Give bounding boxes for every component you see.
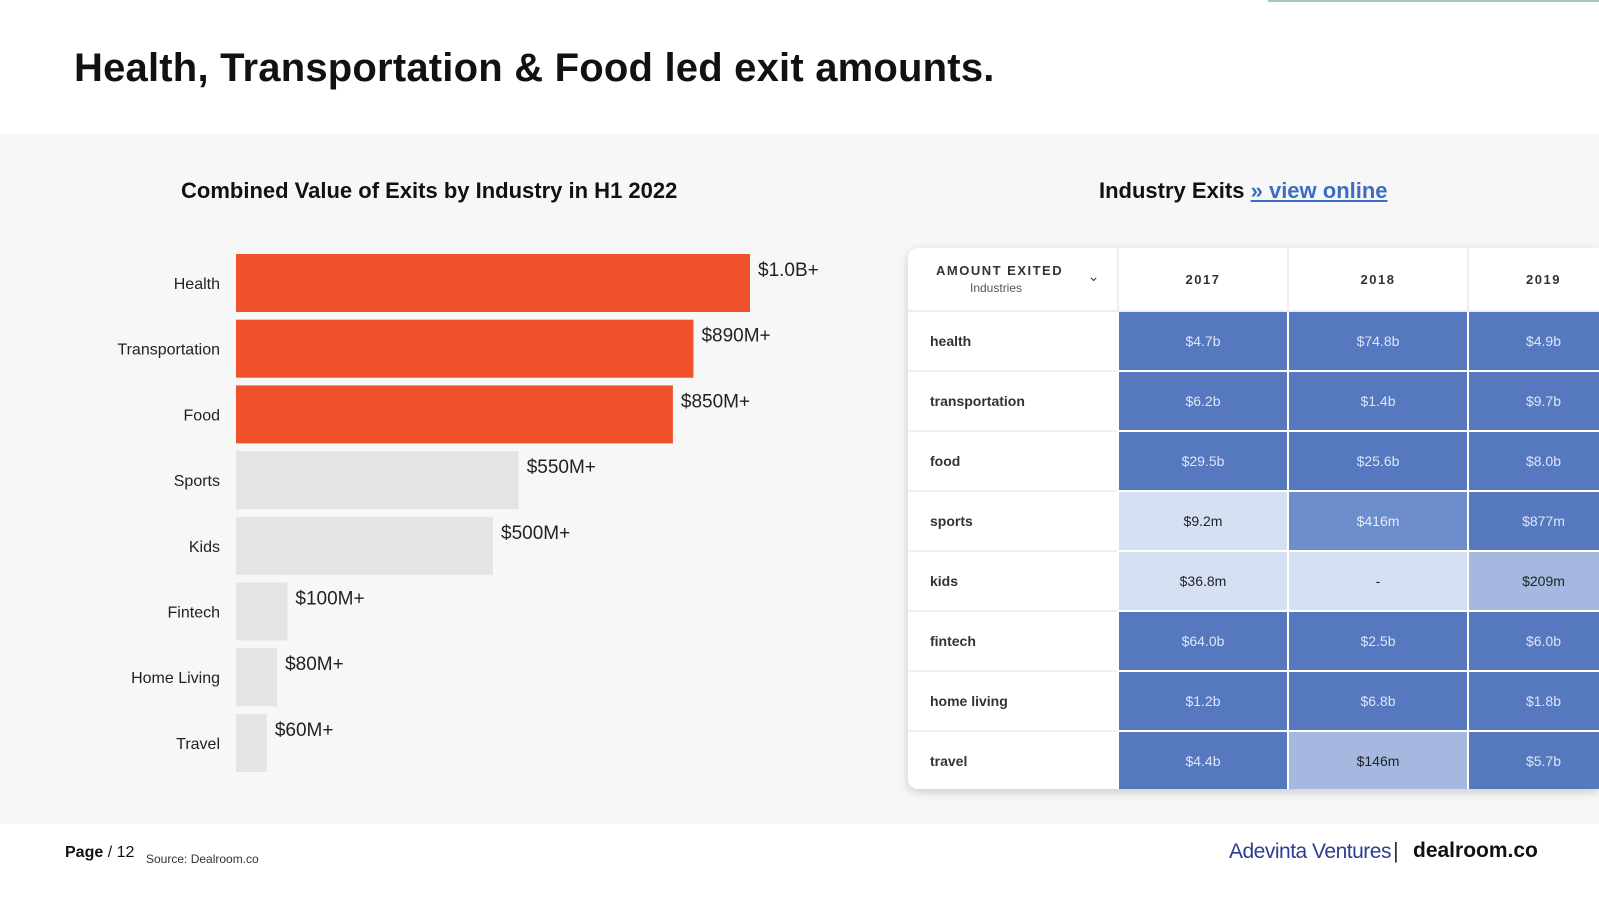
value-label: $1.0B+: [758, 260, 819, 281]
column-header[interactable]: 2019: [1467, 248, 1599, 312]
table-cell: $209m: [1467, 550, 1599, 611]
row-industry-name: food: [908, 430, 1118, 491]
table-row: home living $1.2b $6.8b $1.8b: [908, 670, 1599, 731]
table-row: travel $4.4b $146m $5.7b: [908, 730, 1599, 789]
dealroom-logo: dealroom.co: [1413, 839, 1538, 862]
table-cell: $1.8b: [1467, 670, 1599, 731]
table-cell: $25.6b: [1287, 430, 1468, 491]
table-cell: $4.9b: [1467, 310, 1599, 371]
value-label: $850M+: [681, 391, 750, 412]
industry-exits-table-card: AMOUNT EXITED Industries ⌄ 2017 2018 201…: [908, 248, 1599, 789]
page-number: / 12: [107, 844, 135, 861]
adevinta-ventures-logo: Adevinta Ventures: [1229, 840, 1391, 863]
bar-chart: Health $1.0B+ Transportation $890M+ Food $850…: [117, 254, 819, 772]
value-label: $550M+: [527, 457, 596, 478]
table-row: food $29.5b $25.6b $8.0b: [908, 430, 1599, 491]
page-title: Health, Transportation & Food led exit a…: [74, 46, 995, 90]
logo-separator: |: [1393, 838, 1399, 863]
table-cell: $9.2m: [1117, 490, 1288, 551]
bar: [236, 582, 288, 641]
category-label: Transportation: [117, 342, 220, 359]
category-label: Health: [174, 276, 220, 293]
table-cell: $36.8m: [1117, 550, 1288, 611]
value-label: $890M+: [701, 326, 770, 347]
table-cell: $1.2b: [1117, 670, 1288, 731]
table-cell: $5.7b: [1467, 730, 1599, 789]
source-note: Source: Dealroom.co: [146, 852, 259, 866]
table-cell: $6.0b: [1467, 610, 1599, 671]
row-industry-name: fintech: [908, 610, 1118, 671]
value-label: $500M+: [501, 523, 570, 544]
row-industry-name: transportation: [908, 370, 1118, 431]
bar: [236, 713, 267, 772]
table-cell: $74.8b: [1287, 310, 1468, 371]
column-header[interactable]: 2017: [1117, 248, 1288, 312]
table-cell: $877m: [1467, 490, 1599, 551]
top-accent-line: [1268, 0, 1599, 2]
table-cell: $64.0b: [1117, 610, 1288, 671]
header-sub-label: Industries: [970, 281, 1023, 295]
value-label: $60M+: [275, 720, 334, 741]
view-online-link[interactable]: » view online: [1250, 178, 1388, 203]
table-cell: $4.4b: [1117, 730, 1288, 789]
row-industry-name: health: [908, 310, 1118, 371]
bar: [236, 319, 694, 378]
table-title-text: Industry Exits: [1099, 178, 1245, 203]
table-cell: $416m: [1287, 490, 1468, 551]
row-industry-name: kids: [908, 550, 1118, 611]
table-cell: $9.7b: [1467, 370, 1599, 431]
chart-title: Combined Value of Exits by Industry in H…: [181, 178, 678, 203]
sort-header-amount-exited[interactable]: AMOUNT EXITED Industries ⌄: [908, 248, 1118, 312]
category-label: Food: [184, 407, 220, 424]
table-header-row: AMOUNT EXITED Industries ⌄ 2017 2018 201…: [908, 248, 1599, 312]
table-cell: -: [1287, 550, 1468, 611]
column-header[interactable]: 2018: [1287, 248, 1468, 312]
category-label: Travel: [176, 736, 220, 753]
value-label: $100M+: [295, 589, 364, 610]
category-label: Kids: [189, 539, 220, 556]
bar: [236, 254, 750, 312]
row-industry-name: sports: [908, 490, 1118, 551]
row-industry-name: home living: [908, 670, 1118, 731]
table-cell: $6.2b: [1117, 370, 1288, 431]
chevron-down-icon[interactable]: ⌄: [1087, 268, 1101, 284]
table-row: health $4.7b $74.8b $4.9b: [908, 310, 1599, 371]
table-row: kids $36.8m - $209m: [908, 550, 1599, 611]
bar: [236, 385, 673, 444]
table-row: fintech $64.0b $2.5b $6.0b: [908, 610, 1599, 671]
row-industry-name: travel: [908, 730, 1118, 789]
bar: [236, 648, 278, 707]
table-cell: $6.8b: [1287, 670, 1468, 731]
table-cell: $8.0b: [1467, 430, 1599, 491]
page-indicator: Page / 12: [65, 844, 134, 862]
industry-exits-table: AMOUNT EXITED Industries ⌄ 2017 2018 201…: [908, 248, 1599, 789]
table-row: sports $9.2m $416m $877m: [908, 490, 1599, 551]
table-body: health $4.7b $74.8b $4.9b transportation $6.2…: [908, 310, 1599, 789]
table-cell: $2.5b: [1287, 610, 1468, 671]
table-cell: $146m: [1287, 730, 1468, 789]
bar: [236, 516, 493, 575]
value-label: $80M+: [285, 654, 344, 675]
bar: [236, 451, 519, 510]
table-cell: $1.4b: [1287, 370, 1468, 431]
category-label: Home Living: [131, 670, 220, 687]
table-row: transportation $6.2b $1.4b $9.7b: [908, 370, 1599, 431]
category-label: Sports: [174, 473, 220, 490]
page-label: Page: [65, 844, 104, 861]
header-main-label: AMOUNT EXITED: [936, 263, 1064, 278]
table-cell: $4.7b: [1117, 310, 1288, 371]
table-cell: $29.5b: [1117, 430, 1288, 491]
category-label: Fintech: [168, 605, 220, 622]
table-title: Industry Exits » view online: [1099, 178, 1388, 204]
